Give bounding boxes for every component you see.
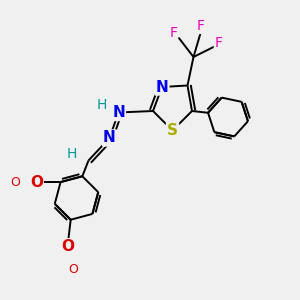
Text: F: F — [196, 20, 204, 33]
Text: O: O — [11, 176, 20, 189]
Text: N: N — [103, 130, 116, 146]
Text: O: O — [68, 263, 78, 276]
Text: O: O — [61, 239, 74, 254]
Text: H: H — [97, 98, 107, 112]
Text: F: F — [169, 26, 177, 40]
Text: F: F — [214, 36, 222, 50]
Text: N: N — [112, 105, 125, 120]
Text: S: S — [167, 123, 178, 138]
Text: O: O — [30, 175, 43, 190]
Text: H: H — [67, 147, 77, 160]
Text: N: N — [156, 80, 168, 94]
